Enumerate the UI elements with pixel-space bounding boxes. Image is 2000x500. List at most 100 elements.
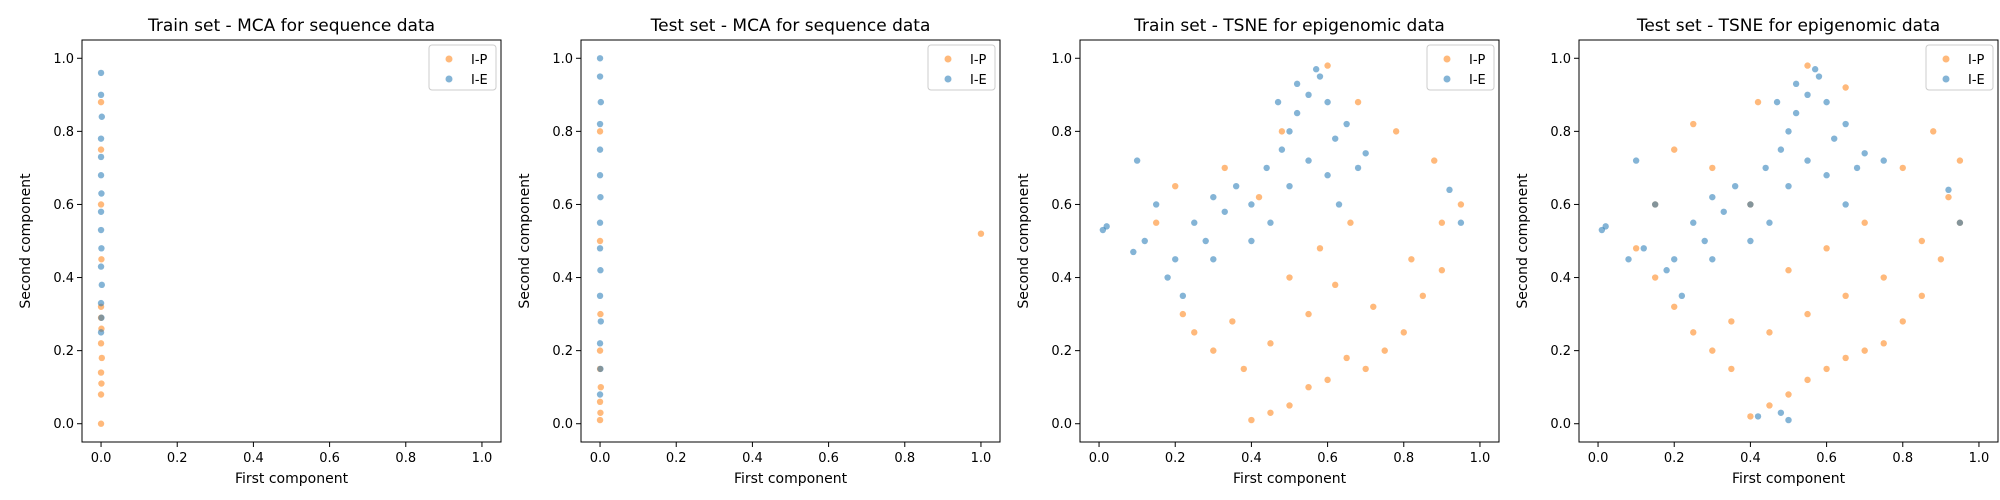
scatter-point xyxy=(1671,146,1678,153)
scatter-point xyxy=(597,318,605,325)
scatter-point xyxy=(97,172,105,179)
scatter-point xyxy=(1785,391,1792,398)
scatter-point xyxy=(1792,80,1800,88)
scatter-points xyxy=(1598,62,1964,424)
scatter-point xyxy=(1305,157,1312,164)
legend-label: I-P xyxy=(471,53,488,68)
y-tick-label: 0.4 xyxy=(1550,271,1571,286)
scatter-point xyxy=(1362,150,1369,157)
legend: I-P I-E xyxy=(927,44,996,91)
scatter-point xyxy=(1232,182,1240,190)
scatter-point xyxy=(596,219,604,226)
scatter-point xyxy=(1305,383,1312,391)
x-tick-label: 0.0 xyxy=(91,451,112,466)
x-tick-label: 0.2 xyxy=(1664,451,1685,466)
x-tick-label: 0.4 xyxy=(742,451,763,466)
legend-label: I-P xyxy=(1469,53,1486,68)
scatter-point xyxy=(97,201,105,208)
x-tick-label: 1.0 xyxy=(971,451,992,466)
x-tick-label: 0.2 xyxy=(666,451,687,466)
scatter-point xyxy=(1191,329,1198,336)
axes-frame xyxy=(1079,39,1500,443)
scatter-point xyxy=(1248,201,1255,208)
scatter-point xyxy=(98,314,105,321)
scatter-point xyxy=(1354,98,1362,106)
scatter-point xyxy=(596,128,604,135)
scatter-point xyxy=(1229,318,1236,325)
scatter-point xyxy=(1286,274,1293,281)
scatter-point xyxy=(1747,413,1754,420)
y-tick-label: 0.0 xyxy=(1550,417,1571,432)
scatter-point xyxy=(1286,402,1293,409)
y-tick-label: 0.8 xyxy=(552,125,573,140)
scatter-point xyxy=(97,146,105,153)
series-i-e xyxy=(596,55,605,398)
legend-label: I-P xyxy=(970,53,987,68)
scatter-point xyxy=(1785,416,1792,424)
scatter-point xyxy=(1861,150,1868,157)
scatter-point xyxy=(1747,237,1754,245)
scatter-point xyxy=(1221,208,1228,215)
x-tick-label: 0.8 xyxy=(1892,451,1913,466)
x-axis-label: First component xyxy=(734,471,848,487)
scatter-point xyxy=(1930,128,1937,135)
scatter-point xyxy=(1381,347,1388,354)
scatter-point xyxy=(1446,186,1453,194)
legend: I-P I-E xyxy=(428,44,497,91)
scatter-point xyxy=(97,226,105,234)
legend-marker xyxy=(445,75,453,83)
scatter-point xyxy=(98,380,105,387)
scatter-point xyxy=(1804,310,1811,318)
scatter-point xyxy=(1709,347,1716,354)
scatter-point xyxy=(1804,376,1811,384)
series-i-e xyxy=(1099,66,1465,300)
y-tick-label: 0.8 xyxy=(53,125,74,140)
scatter-point xyxy=(1747,201,1754,208)
scatter-point xyxy=(977,230,985,237)
scatter-point xyxy=(1438,219,1446,226)
scatter-point xyxy=(1152,201,1160,208)
y-tick-label: 0.6 xyxy=(1051,198,1072,213)
scatter-point xyxy=(1221,164,1228,172)
scatter-point xyxy=(1419,292,1427,300)
scatter-point xyxy=(1130,248,1137,256)
scatter-point xyxy=(1880,274,1887,281)
scatter-point xyxy=(97,420,105,427)
scatter-point xyxy=(1370,303,1377,310)
scatter-point xyxy=(1861,219,1868,226)
scatter-point xyxy=(1305,91,1312,99)
legend-marker xyxy=(1942,55,1950,63)
legend-marker xyxy=(445,55,453,63)
scatter-point xyxy=(1400,329,1407,336)
x-tick-label: 0.0 xyxy=(1089,451,1110,466)
scatter-point xyxy=(1701,237,1708,245)
scatter-point xyxy=(1438,267,1446,274)
scatter-point xyxy=(597,193,604,201)
scatter-point xyxy=(596,55,604,62)
scatter-point xyxy=(97,263,105,270)
legend-label: I-P xyxy=(1968,53,1985,68)
scatter-point xyxy=(97,329,105,336)
scatter-point xyxy=(597,98,605,106)
scatter-point xyxy=(98,245,105,252)
scatter-point xyxy=(1899,318,1906,325)
y-tick-label: 0.2 xyxy=(1051,344,1072,359)
scatter-point xyxy=(1754,413,1762,420)
scatter-point xyxy=(1731,182,1739,190)
scatter-point xyxy=(1773,98,1781,106)
scatter-point xyxy=(1248,416,1255,424)
scatter-point xyxy=(1918,292,1926,300)
scatter-point xyxy=(1709,193,1716,201)
scatter-point xyxy=(1728,365,1735,373)
x-tick-label: 0.6 xyxy=(319,451,340,466)
legend-marker xyxy=(944,55,952,63)
scatter-point xyxy=(596,237,604,245)
x-tick-label: 0.4 xyxy=(243,451,264,466)
scatter-point xyxy=(1602,223,1609,230)
x-tick-label: 0.8 xyxy=(1393,451,1414,466)
x-axis-label: First component xyxy=(235,471,349,487)
legend: I-P I-E xyxy=(1426,44,1495,91)
scatter-point xyxy=(1720,208,1727,215)
scatter-point xyxy=(98,113,106,120)
scatter-point xyxy=(1632,245,1640,252)
